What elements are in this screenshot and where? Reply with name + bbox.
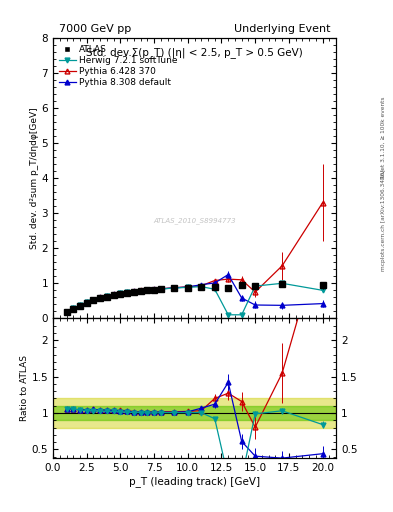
Text: Rivet 3.1.10, ≥ 100k events: Rivet 3.1.10, ≥ 100k events bbox=[381, 97, 386, 180]
Bar bbox=[53, 398, 336, 428]
Y-axis label: Ratio to ATLAS: Ratio to ATLAS bbox=[20, 355, 29, 421]
X-axis label: p_T (leading track) [GeV]: p_T (leading track) [GeV] bbox=[129, 476, 260, 487]
Text: Underlying Event: Underlying Event bbox=[234, 24, 331, 34]
Y-axis label: Std. dev. d²sum p_T/dηdφ[GeV]: Std. dev. d²sum p_T/dηdφ[GeV] bbox=[30, 108, 39, 249]
Text: ATLAS_2010_S8994773: ATLAS_2010_S8994773 bbox=[153, 217, 236, 224]
Text: mcplots.cern.ch [arXiv:1306.3436]: mcplots.cern.ch [arXiv:1306.3436] bbox=[381, 169, 386, 271]
Bar bbox=[53, 406, 336, 420]
Legend: ATLAS, Herwig 7.2.1 softTune, Pythia 6.428 370, Pythia 8.308 default: ATLAS, Herwig 7.2.1 softTune, Pythia 6.4… bbox=[57, 43, 180, 89]
Text: 7000 GeV pp: 7000 GeV pp bbox=[59, 24, 131, 34]
Text: Std. dev.Σ(p_T) (|η| < 2.5, p_T > 0.5 GeV): Std. dev.Σ(p_T) (|η| < 2.5, p_T > 0.5 Ge… bbox=[86, 47, 303, 58]
